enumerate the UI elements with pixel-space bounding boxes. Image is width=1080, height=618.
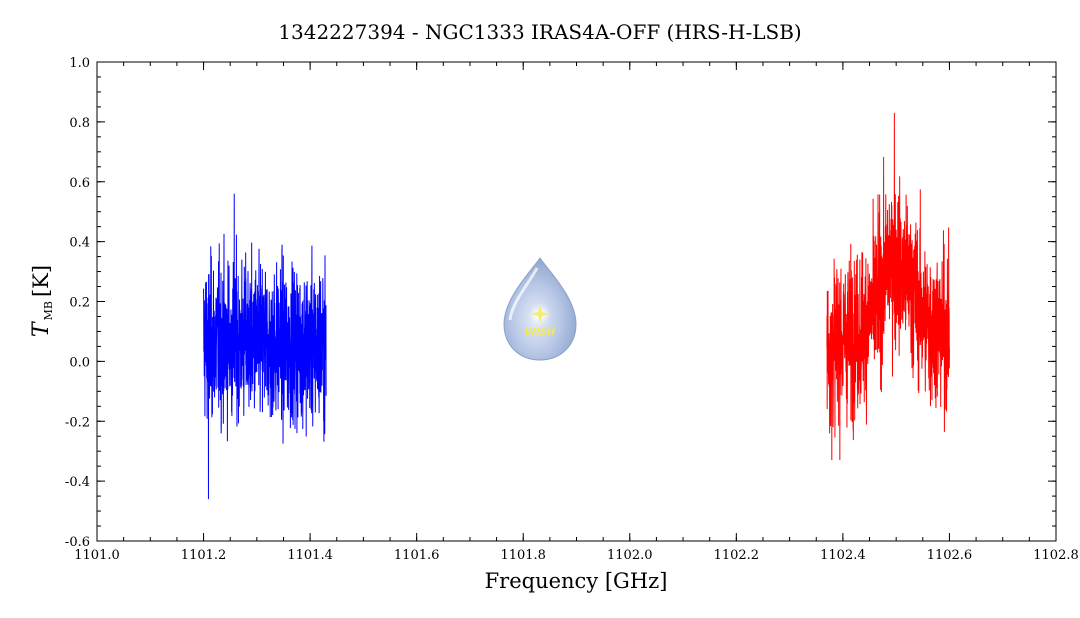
spectrum-series-line	[203, 193, 327, 500]
wish-logo: WISH	[503, 257, 577, 361]
x-axis-label: Frequency [GHz]	[485, 569, 668, 593]
x-tick-label: 1102.2	[714, 548, 760, 563]
svg-text:TMB[K]: TMB [K]	[29, 265, 55, 337]
x-tick-label: 1101.0	[74, 548, 120, 563]
x-tick-label: 1101.2	[181, 548, 227, 563]
spectrum-series-line	[826, 112, 950, 461]
y-tick-label: -0.4	[65, 475, 90, 490]
y-tick-label: 1.0	[69, 56, 90, 71]
y-tick-label: 0.2	[69, 296, 90, 311]
x-tick-label: 1102.8	[1033, 548, 1079, 563]
y-axis-label-sub: MB	[42, 301, 55, 320]
logo-text: WISH	[525, 327, 556, 338]
y-axis-label-unit: [K]	[29, 265, 53, 297]
y-tick-label: 0.0	[69, 355, 90, 370]
series-layer	[203, 112, 950, 500]
y-tick-label: 0.4	[69, 236, 90, 251]
x-tick-label: 1101.8	[500, 548, 546, 563]
chart-title: 1342227394 - NGC1333 IRAS4A-OFF (HRS-H-L…	[278, 20, 801, 44]
ticks-layer: 1101.0 1101.2 1101.4 1101.6 1101.8 1102.0 1102…	[65, 56, 1079, 563]
y-tick-label: -0.6	[65, 535, 90, 550]
y-tick-label: 0.8	[69, 116, 90, 131]
x-tick-label: 1102.6	[927, 548, 973, 563]
x-tick-label: 1101.6	[394, 548, 440, 563]
x-tick-label: 1101.4	[287, 548, 333, 563]
x-tick-label: 1102.4	[820, 548, 866, 563]
y-tick-label: 0.6	[69, 176, 90, 191]
y-axis-label-main: T	[29, 320, 54, 337]
y-tick-label: -0.2	[65, 415, 90, 430]
x-tick-label: 1102.0	[607, 548, 653, 563]
star-icon	[531, 305, 549, 323]
y-axis-label: TMB [K]	[29, 265, 55, 337]
